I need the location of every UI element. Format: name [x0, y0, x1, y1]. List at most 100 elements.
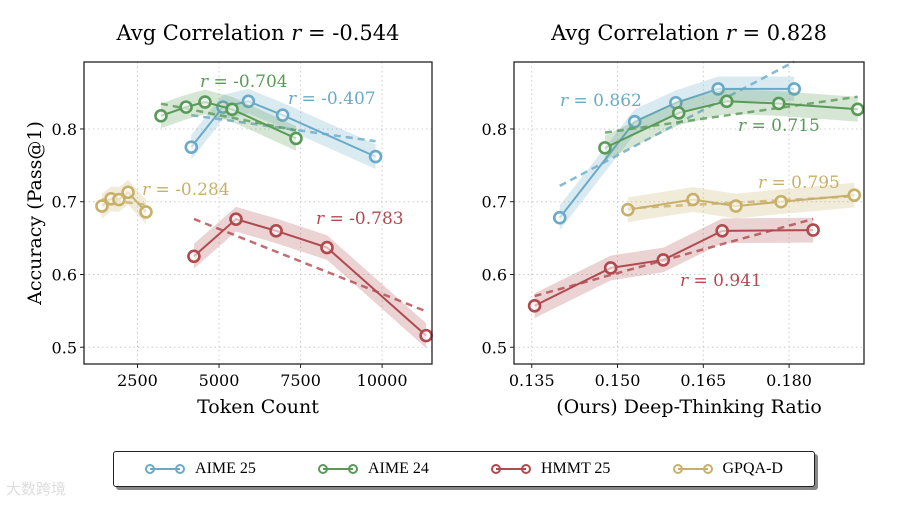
y-tick-label: 0.8	[482, 120, 507, 139]
correlation-label: r = 0.715	[738, 116, 820, 136]
plot-frame	[513, 61, 865, 365]
r-value: = 0.795	[772, 173, 840, 193]
x-tick-label: 2500	[117, 371, 158, 390]
confidence-band	[534, 217, 814, 319]
legend-item-gpqad: GPQA-D	[672, 460, 783, 478]
data-point	[850, 102, 865, 117]
data-point	[275, 108, 290, 122]
data-point	[139, 205, 153, 219]
x-tick-label: 7500	[280, 371, 321, 390]
title-part: Avg Correlation	[550, 21, 726, 45]
data-point	[229, 212, 243, 226]
y-tick-label: 0.6	[482, 265, 507, 284]
legend-item-aime25: AIME 25	[145, 460, 256, 478]
legend-label: AIME 25	[195, 460, 256, 477]
confidence-band	[193, 206, 427, 348]
y-axis-label: Accuracy (Pass@1)	[24, 121, 46, 306]
legend-label: AIME 24	[367, 460, 429, 477]
data-point	[552, 210, 567, 225]
data-point	[806, 223, 820, 237]
x-axis-label: (Ours) Deep-Thinking Ratio	[556, 396, 822, 418]
r-value: = -0.704	[214, 72, 288, 92]
data-point	[121, 185, 135, 200]
y-tick-label: 0.7	[52, 193, 77, 212]
legend-label: GPQA-D	[722, 460, 783, 477]
data-point	[598, 141, 612, 155]
data-point	[368, 149, 383, 164]
r-symbol: r	[560, 91, 574, 111]
x-tick-label: 0.165	[680, 371, 726, 390]
chart-title: Avg Correlation r = 0.828	[550, 21, 827, 45]
confidence-band	[604, 88, 858, 161]
legend-item-aime24: AIME 24	[317, 460, 429, 478]
r-symbol: r	[680, 271, 694, 291]
data-point	[719, 94, 734, 109]
data-point	[847, 188, 862, 202]
legend-marker-icon	[490, 464, 531, 474]
data-point	[184, 140, 199, 154]
r-value: = 0.715	[752, 116, 820, 136]
data-point	[95, 199, 109, 213]
trend-line	[193, 217, 427, 313]
r-value: = -0.407	[302, 89, 376, 109]
data-point	[787, 82, 802, 96]
data-point	[774, 194, 788, 209]
correlation-label: r = -0.407	[288, 89, 376, 109]
legend: AIME 25 AIME 24 HMMT 25 GPQA-D	[113, 451, 815, 487]
y-tick-label: 0.6	[52, 265, 77, 284]
legend-marker-icon	[317, 464, 358, 474]
data-point	[671, 106, 686, 120]
data-point	[241, 94, 256, 109]
plot-frame	[83, 61, 433, 365]
r-value: = 0.862	[574, 91, 642, 111]
data-point	[289, 131, 303, 146]
title-part: Avg Correlation	[116, 21, 292, 45]
data-point	[419, 328, 433, 343]
panel-2: 0.135 0.150 0.165 0.180 0.5 0.6 0.7 0.8 r = 0.86…	[482, 21, 865, 418]
legend-item-hmmt25: HMMT 25	[490, 460, 610, 478]
r-value: = -0.783	[330, 209, 404, 229]
data-point	[198, 95, 212, 109]
chart-title: Avg Correlation r = -0.544	[116, 21, 400, 45]
x-tick-label: 0.150	[595, 371, 641, 390]
r-symbol: r	[142, 180, 156, 200]
confidence-band	[160, 89, 296, 151]
y-tick-label: 0.8	[52, 120, 77, 139]
data-point	[112, 192, 126, 207]
data-point	[320, 240, 334, 255]
x-tick-label: 5000	[199, 371, 240, 390]
legend-marker-icon	[145, 464, 186, 474]
trend-line	[160, 102, 297, 132]
data-point	[187, 249, 201, 264]
data-point	[269, 224, 283, 238]
data-point	[603, 261, 618, 275]
y-tick-label: 0.7	[482, 193, 507, 212]
y-tick-label: 0.5	[52, 338, 77, 357]
title-part: = 0.828	[736, 21, 827, 45]
series-gpqa-d: r = 0.795	[621, 173, 862, 223]
title-part: r	[291, 21, 303, 45]
series-aime-24: r = -0.704	[154, 72, 303, 151]
data-point	[527, 298, 542, 313]
legend-marker-icon	[672, 464, 713, 474]
x-axis-label: Token Count	[197, 396, 319, 418]
x-tick-label: 0.135	[509, 371, 555, 390]
correlation-label: r = 0.941	[680, 271, 762, 291]
trend-line	[559, 60, 795, 188]
correlation-label: r = 0.862	[560, 91, 642, 111]
data-point	[729, 199, 743, 213]
data-point	[715, 224, 729, 238]
r-symbol: r	[758, 173, 772, 193]
correlation-label: r = 0.795	[758, 173, 840, 193]
r-value: = -0.284	[156, 180, 230, 200]
data-point	[179, 100, 193, 114]
r-symbol: r	[288, 89, 302, 109]
data-point	[656, 253, 671, 267]
x-tick-label: 0.180	[766, 371, 812, 390]
title-part: r	[726, 21, 738, 45]
series-gpqa-d: r = -0.284	[95, 179, 230, 225]
x-tick-label: 10000	[357, 371, 408, 390]
r-symbol: r	[738, 116, 752, 136]
